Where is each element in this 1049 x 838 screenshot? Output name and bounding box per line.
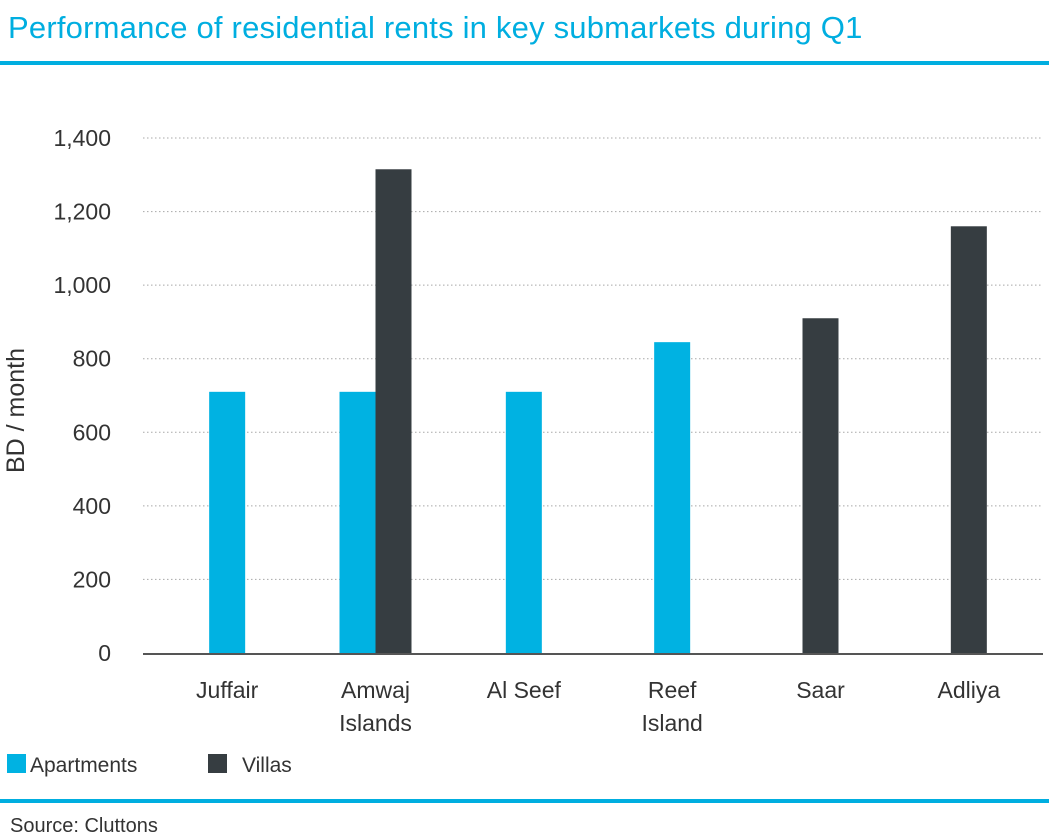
y-tick-label: 200 <box>73 566 111 592</box>
y-tick-label: 600 <box>73 419 111 445</box>
x-tick-label: Juffair <box>196 677 259 703</box>
y-axis-ticks: 0 200 400 600 800 1,000 1,200 1,400 <box>53 125 111 666</box>
x-axis-labels: Juffair Amwaj Islands Al Seef Reef Island Saar… <box>196 677 1000 736</box>
gridlines <box>143 137 1043 580</box>
legend: Apartments Villas <box>7 754 292 777</box>
x-tick-label: Reef Island <box>641 677 702 736</box>
legend-label-apartments: Apartments <box>30 754 137 777</box>
y-tick-label: 1,200 <box>53 199 111 225</box>
y-tick-label: 1,400 <box>53 125 111 151</box>
x-tick-label: Adliya <box>938 677 1001 703</box>
x-tick-label: Saar <box>796 677 845 703</box>
source-note: Source: Cluttons <box>10 815 158 837</box>
bar-apartments-reef-island <box>654 342 691 653</box>
legend-swatch-apartments <box>7 754 26 773</box>
x-tick-label: Al Seef <box>487 677 562 703</box>
legend-swatch-villas <box>208 754 227 773</box>
y-tick-label: 400 <box>73 493 111 519</box>
bars <box>209 169 987 654</box>
bar-villas-amwaj-islands <box>375 169 412 653</box>
y-tick-label: 0 <box>98 640 111 666</box>
bar-apartments-al-seef <box>505 391 542 653</box>
source-rule <box>0 799 1049 803</box>
y-tick-label: 1,000 <box>53 272 111 298</box>
y-tick-label: 800 <box>73 346 111 372</box>
bar-apartments-juffair <box>209 391 246 653</box>
bar-villas-saar <box>802 318 839 653</box>
x-tick-label: Amwaj Islands <box>339 677 412 736</box>
bar-chart: 0 200 400 600 800 1,000 1,200 1,400 Juffair Amwa… <box>2 125 1043 777</box>
bar-villas-adliya <box>950 226 987 654</box>
chart-title: Performance of residential rents in key … <box>8 10 863 45</box>
bar-apartments-amwaj-islands <box>339 391 376 653</box>
title-rule <box>0 61 1049 65</box>
legend-label-villas: Villas <box>242 754 292 777</box>
y-axis-label: BD / month <box>2 348 30 473</box>
